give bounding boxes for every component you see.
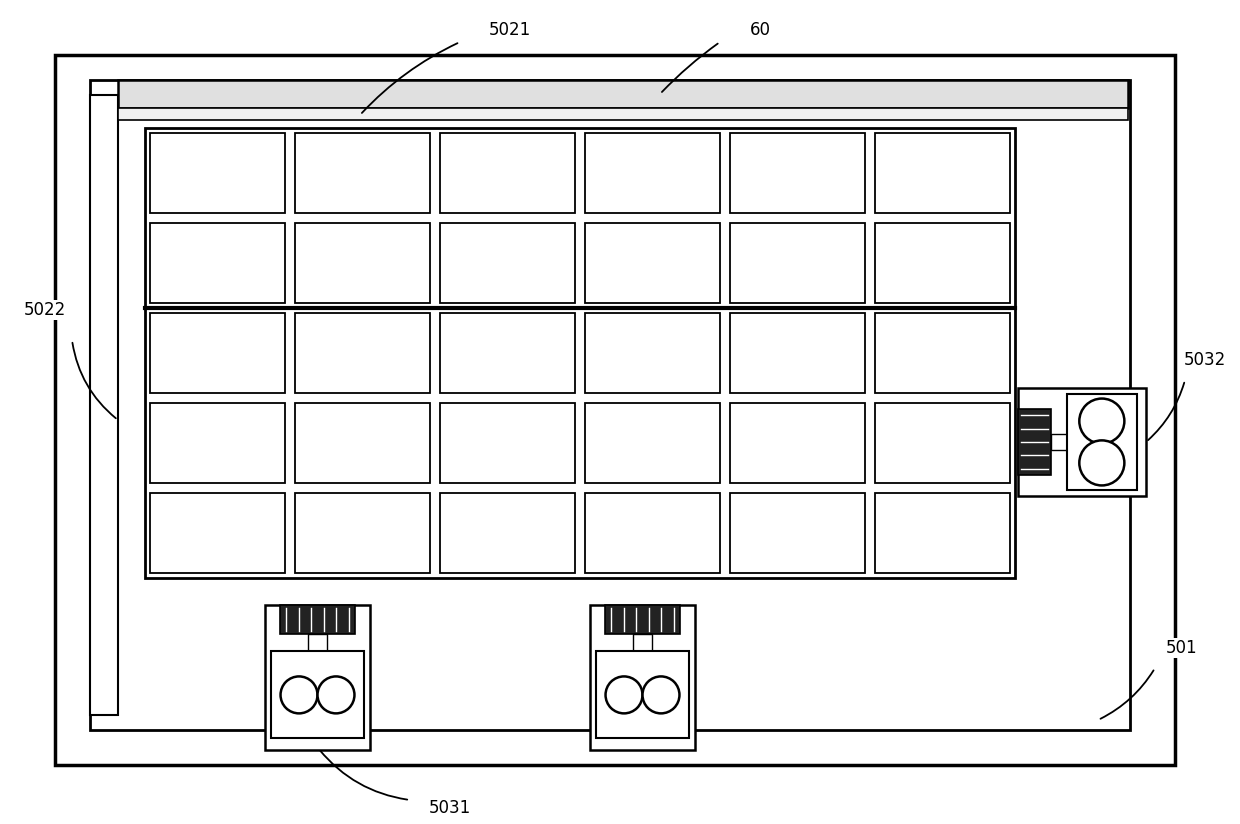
Bar — [150, 493, 285, 573]
Bar — [55, 55, 1176, 765]
Bar — [730, 403, 866, 483]
Bar — [440, 403, 575, 483]
Bar — [440, 313, 575, 393]
Bar — [308, 634, 327, 652]
Bar — [585, 403, 720, 483]
Bar — [605, 605, 681, 634]
Bar — [440, 133, 575, 213]
Bar — [875, 403, 1011, 483]
Bar — [118, 108, 1128, 120]
Circle shape — [317, 677, 355, 714]
Bar — [585, 313, 720, 393]
Bar — [875, 493, 1011, 573]
Bar — [730, 133, 866, 213]
Bar — [150, 403, 285, 483]
Bar — [295, 493, 430, 573]
Bar — [875, 133, 1011, 213]
Bar — [585, 223, 720, 303]
Text: 5031: 5031 — [429, 799, 471, 817]
Text: 60: 60 — [749, 21, 770, 39]
Bar — [875, 223, 1011, 303]
Bar — [272, 652, 363, 738]
Bar — [596, 652, 688, 738]
Bar — [295, 223, 430, 303]
Bar — [730, 493, 866, 573]
Bar — [1066, 395, 1137, 489]
Bar — [91, 80, 1130, 730]
Bar — [145, 128, 1016, 578]
Bar — [118, 80, 1128, 108]
Bar — [150, 223, 285, 303]
Bar — [1052, 434, 1066, 450]
Circle shape — [280, 677, 317, 714]
Bar — [730, 313, 866, 393]
Bar — [440, 223, 575, 303]
Bar — [150, 133, 285, 213]
Bar — [585, 493, 720, 573]
Bar — [1018, 388, 1146, 496]
Bar — [585, 133, 720, 213]
Text: 5021: 5021 — [489, 21, 531, 39]
Bar — [440, 493, 575, 573]
Bar — [150, 313, 285, 393]
Bar — [91, 95, 118, 715]
Bar — [295, 133, 430, 213]
Circle shape — [1079, 440, 1125, 485]
Bar — [280, 605, 356, 634]
Bar — [875, 313, 1011, 393]
Text: 5022: 5022 — [24, 301, 66, 319]
Bar — [295, 403, 430, 483]
Bar — [295, 313, 430, 393]
Circle shape — [642, 677, 680, 714]
Circle shape — [605, 677, 642, 714]
Bar — [730, 223, 866, 303]
Bar — [634, 634, 652, 652]
Text: 5032: 5032 — [1184, 351, 1226, 369]
Bar — [1018, 409, 1052, 475]
Bar — [590, 605, 694, 750]
Bar — [265, 605, 370, 750]
Circle shape — [1079, 399, 1125, 443]
Text: 501: 501 — [1166, 639, 1198, 657]
